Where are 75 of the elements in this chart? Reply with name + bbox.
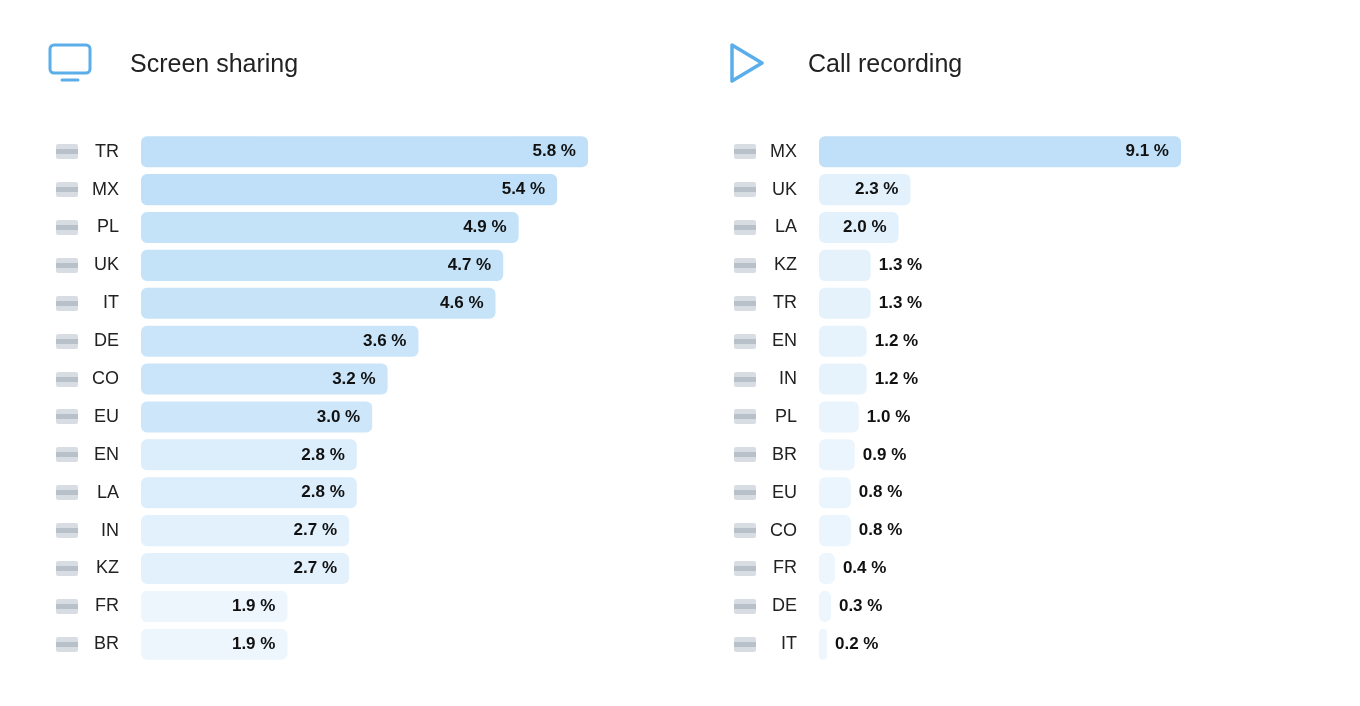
y-tick-label: IN [101,519,119,540]
bar [141,174,558,206]
y-tick-label: UK [93,254,119,275]
data-label: 2.0 % [843,217,887,237]
y-tick-label: KZ [95,557,119,578]
data-label: 4.9 % [463,217,507,237]
bar [141,325,419,357]
data-label: 3.0 % [316,406,361,426]
data-label: 0.2 % [834,633,879,653]
y-tick-label: MX [770,140,797,161]
data-label: 2.7 % [293,520,338,540]
bar [141,401,373,433]
y-tick-label: EU [771,481,797,502]
data-label: 4.6 % [440,292,484,312]
data-label: 2.8 % [301,482,345,502]
y-tick-label: DE [93,330,119,351]
bar [819,363,867,395]
data-label: 0.8 % [858,520,903,540]
bar [141,136,588,168]
chart-title: Call recording [808,48,963,78]
data-label: 5.4 % [501,179,546,199]
bar [819,325,867,357]
y-tick-label: EN [771,330,797,351]
data-label: 3.2 % [332,368,376,388]
data-label: 1.9 % [231,596,276,616]
data-label: 1.3 % [878,292,923,312]
bar [141,363,388,395]
data-label: 1.0 % [866,406,911,426]
bar [141,439,357,471]
data-label: 2.3 % [855,179,899,199]
y-tick-label: LA [96,481,119,502]
data-label: 2.8 % [301,444,345,464]
y-tick-label: FR [773,557,797,578]
y-tick-label: IN [779,368,797,389]
data-label: 0.8 % [858,482,903,502]
data-label: 5.8 % [532,141,576,161]
chart-title: Screen sharing [130,48,299,78]
data-label: 2.7 % [293,558,338,578]
bar [141,211,519,244]
bar [141,287,496,319]
bar [819,136,1181,168]
data-label: 1.9 % [231,633,276,653]
y-tick-label: BR [771,443,797,464]
bar [819,249,871,281]
data-label: 0.3 % [838,596,883,616]
y-tick-label: EU [93,405,119,426]
bar [141,552,350,585]
y-tick-label: DE [771,595,797,616]
bar [141,249,504,281]
y-tick-label: TR [95,140,119,161]
bar [141,515,350,547]
bar [141,477,357,509]
data-label: 4.7 % [447,255,492,275]
y-tick-label: EN [93,443,119,464]
data-label: 0.4 % [842,558,887,578]
y-tick-label: BR [93,633,119,654]
data-label: 1.2 % [874,368,919,388]
y-tick-label: LA [774,216,797,237]
bar [819,287,871,319]
y-tick-label: MX [92,178,119,199]
y-tick-label: UK [771,178,797,199]
y-tick-label: TR [773,292,797,313]
y-tick-label: CO [92,368,119,389]
data-label: 1.3 % [878,255,923,275]
data-label: 9.1 % [1125,141,1169,161]
data-label: 3.6 % [362,330,407,350]
y-tick-label: FR [95,595,119,616]
data-label: 1.2 % [874,330,919,350]
y-tick-label: KZ [773,254,797,275]
data-label: 0.9 % [862,444,907,464]
y-tick-label: CO [770,519,797,540]
y-tick-label: PL [774,405,797,426]
y-tick-label: PL [96,216,119,237]
y-tick-label: IT [781,633,797,654]
y-tick-label: IT [103,292,119,313]
